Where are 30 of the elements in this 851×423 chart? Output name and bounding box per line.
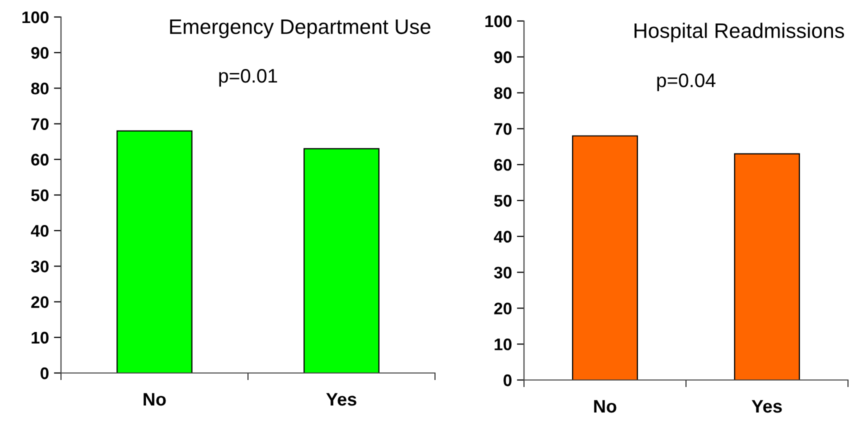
annotation: p=0.04 (657, 73, 716, 92)
y-tick-label: 50 (494, 194, 512, 207)
y-tick-label: 60 (31, 154, 49, 166)
y-tick-label: 10 (494, 338, 512, 350)
y-tick-label: 20 (494, 302, 512, 314)
y-tick-label: 80 (494, 87, 512, 100)
y-tick-label: 50 (31, 189, 49, 202)
y-tick-label: 90 (31, 47, 49, 59)
chart-title: Emergency Department Use (170, 20, 430, 38)
y-tick-label: 30 (494, 266, 512, 279)
y-tick-label: 60 (494, 159, 512, 171)
y-tick-label: 0 (504, 374, 512, 386)
y-tick-label: 70 (31, 118, 49, 130)
x-tick-label: No (144, 393, 166, 406)
y-tick-label: 40 (494, 230, 512, 243)
y-tick-label: 0 (40, 367, 49, 380)
y-tick-label: 80 (31, 82, 49, 94)
y-tick-label: 90 (494, 51, 512, 64)
x-tick-label: Yes (326, 393, 356, 406)
y-tick-label: 20 (31, 296, 49, 308)
y-tick-label: 30 (31, 260, 49, 272)
y-tick-label: 70 (494, 123, 512, 135)
annotation: p=0.01 (219, 68, 278, 87)
chart-title: Hospital Readmissions (634, 22, 844, 42)
x-tick-label: No (594, 400, 616, 413)
y-tick-label: 100 (485, 15, 512, 28)
y-tick-label: 10 (32, 332, 49, 344)
y-tick-label: 40 (30, 225, 49, 237)
y-tick-label: 100 (22, 11, 49, 24)
x-tick-label: Yes (752, 400, 782, 413)
